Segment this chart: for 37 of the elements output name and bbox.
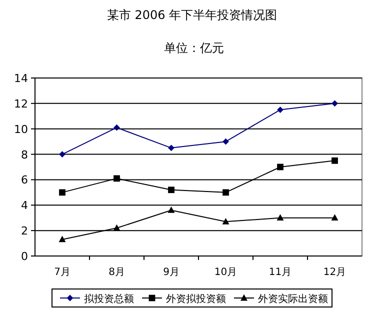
subtitle: 单位：亿元 bbox=[164, 41, 224, 55]
point bbox=[332, 157, 338, 164]
point bbox=[222, 138, 229, 145]
point bbox=[114, 124, 120, 131]
point bbox=[113, 224, 120, 231]
point bbox=[58, 236, 66, 242]
x-tick-label: 9月 bbox=[163, 267, 180, 278]
x-tick-label: 12月 bbox=[323, 267, 346, 278]
point bbox=[168, 144, 174, 152]
legend-label: 外资拟投资额 bbox=[166, 293, 226, 305]
point bbox=[332, 100, 338, 107]
point bbox=[114, 175, 120, 182]
x-tick-label: 8月 bbox=[108, 267, 125, 278]
x-tick-label: 7月 bbox=[54, 267, 70, 278]
point bbox=[59, 189, 66, 196]
y-tick-label: 2 bbox=[21, 224, 28, 238]
legend-label: 拟投资总额 bbox=[84, 293, 134, 305]
point bbox=[277, 164, 284, 170]
legend-label: 外资实际出资额 bbox=[258, 293, 328, 305]
y-tick-label: 8 bbox=[21, 148, 28, 162]
y-tick-label: 14 bbox=[14, 72, 28, 85]
point bbox=[222, 218, 230, 224]
y-tick-label: 4 bbox=[21, 199, 28, 212]
y-tick-label: 6 bbox=[21, 174, 28, 187]
title: 某市 2006 年下半年投资情况图 bbox=[106, 8, 278, 22]
y-tick-label: 10 bbox=[14, 122, 28, 136]
x-tick-label: 11月 bbox=[268, 267, 292, 278]
y-tick-label: 12 bbox=[14, 97, 28, 110]
point bbox=[59, 151, 66, 158]
point bbox=[276, 214, 284, 221]
point bbox=[277, 106, 284, 113]
y-tick-label: 0 bbox=[21, 250, 28, 263]
point bbox=[168, 206, 175, 213]
point bbox=[168, 186, 174, 194]
point bbox=[222, 189, 229, 196]
x-tick-label: 10月 bbox=[214, 267, 238, 278]
point bbox=[331, 214, 338, 221]
